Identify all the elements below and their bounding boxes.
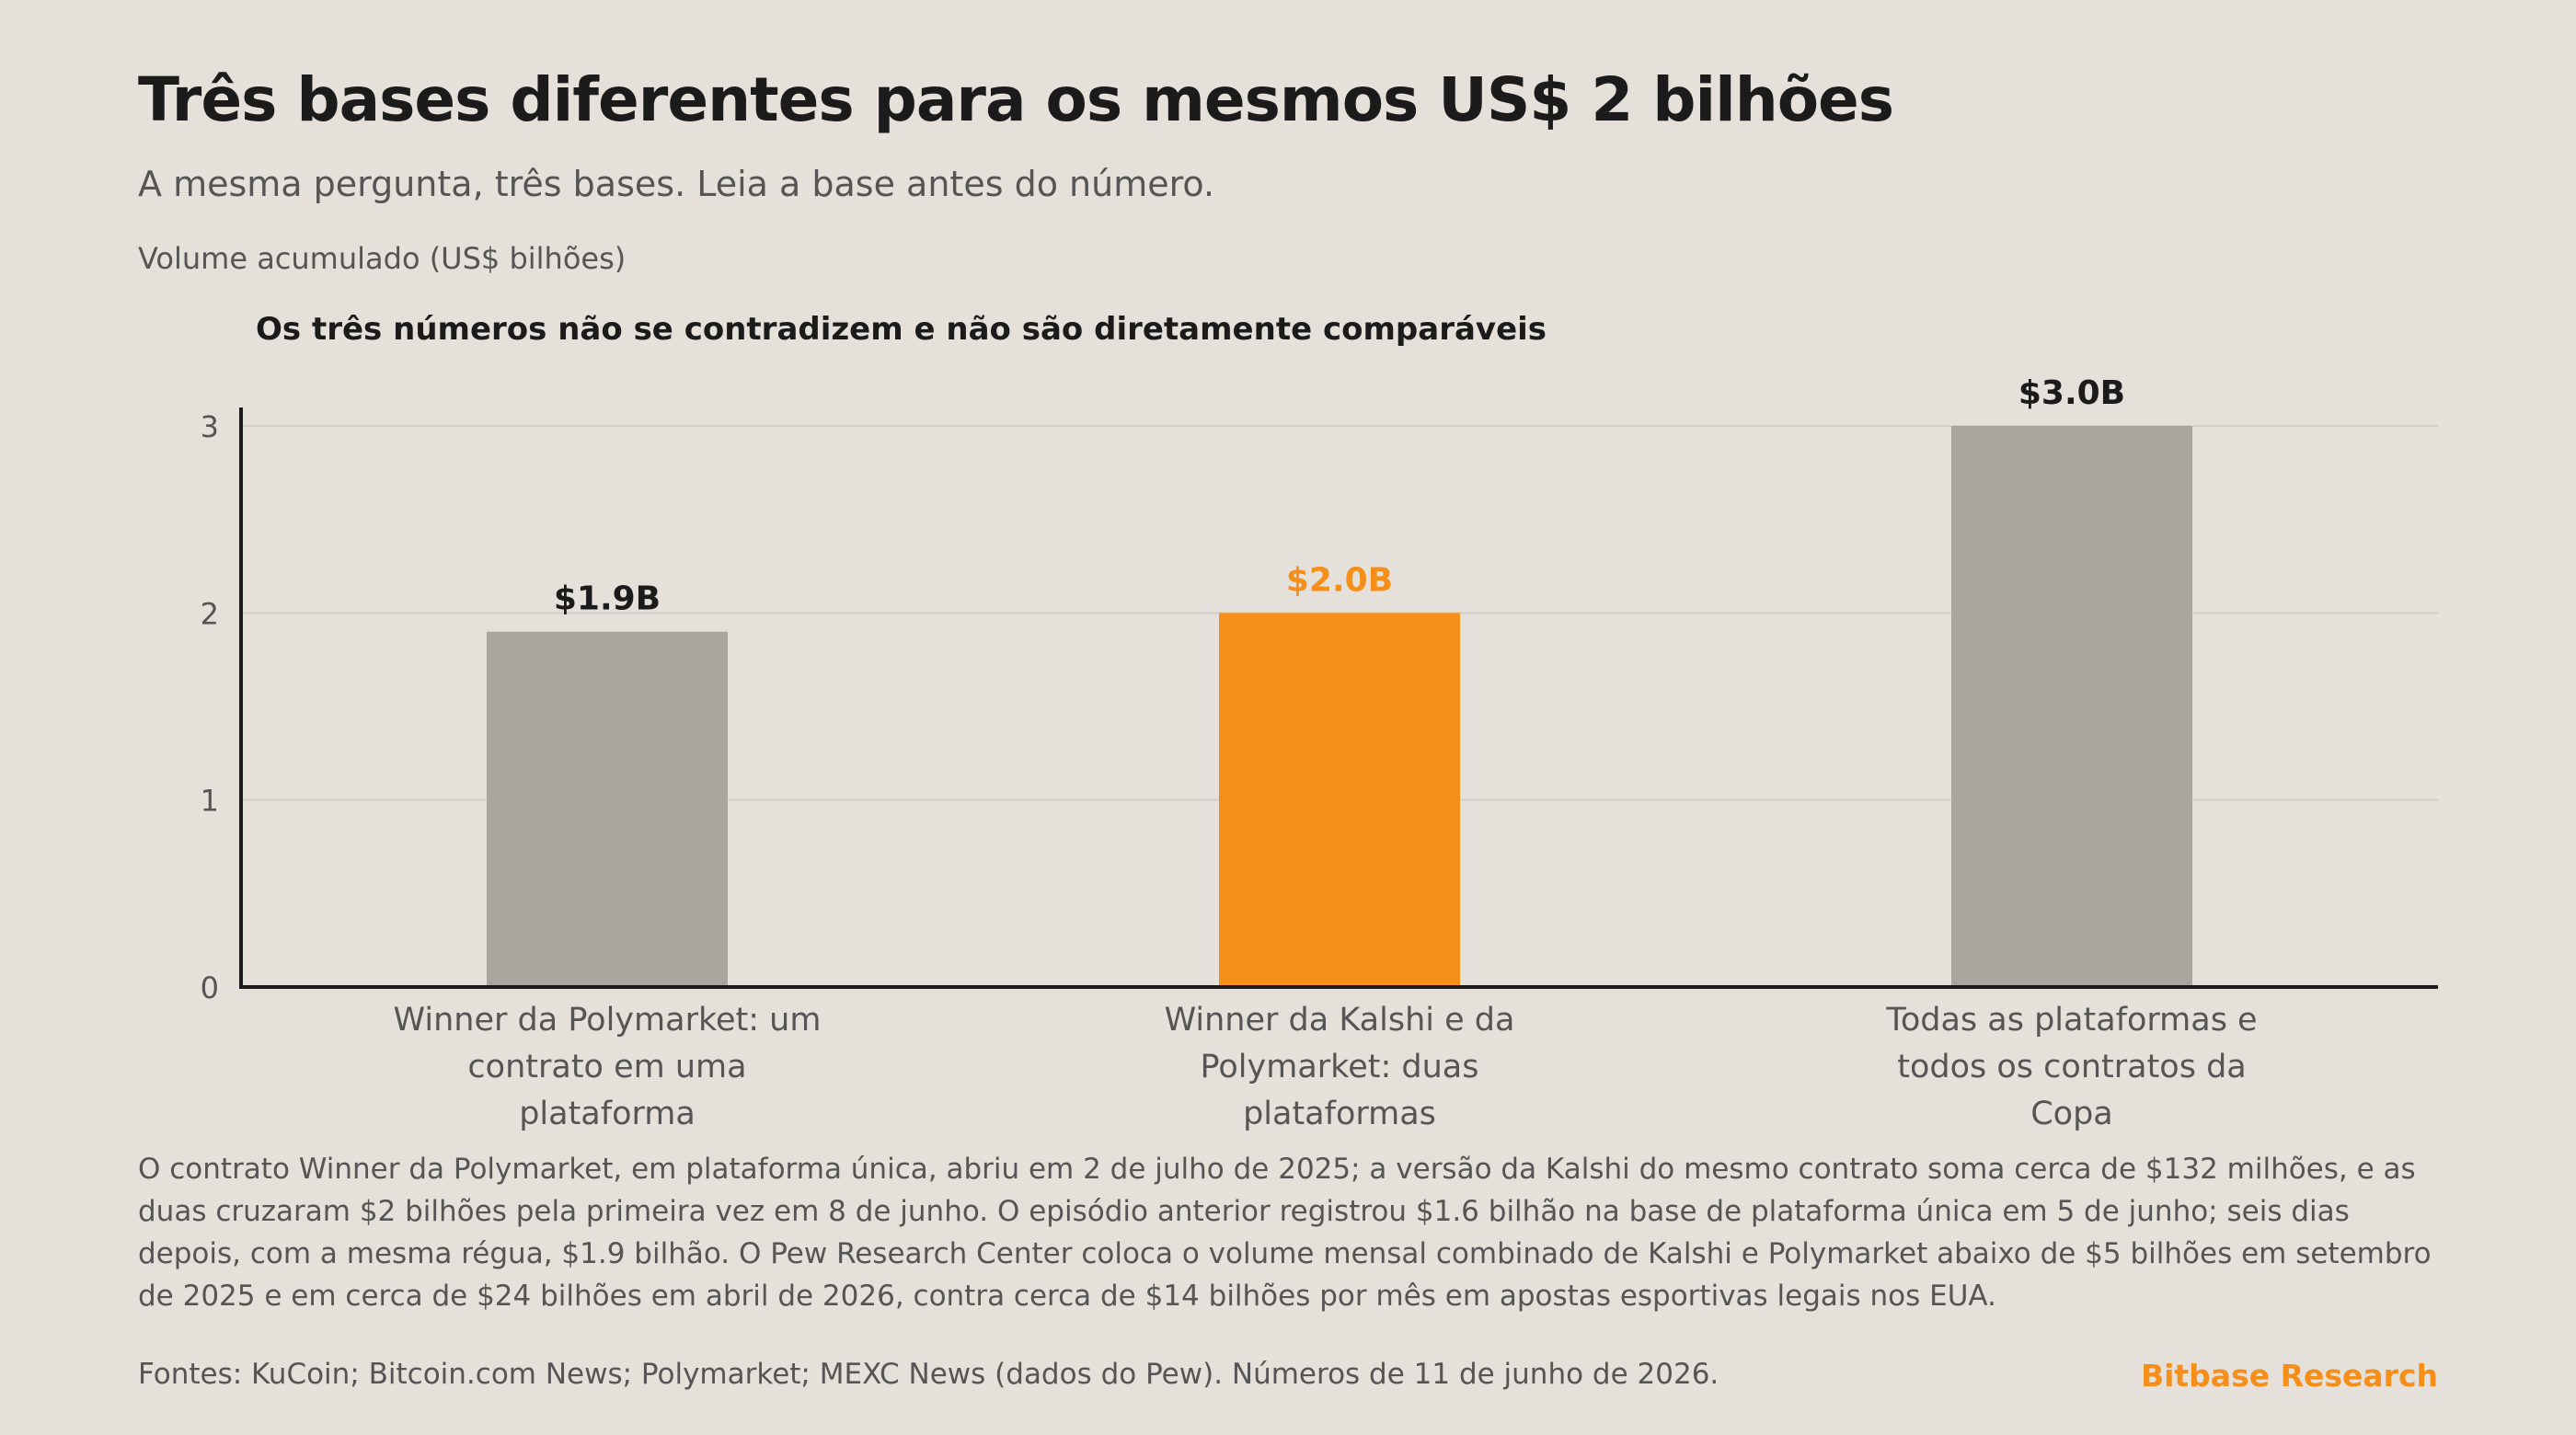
x-tick-label-line: todos os contratos da: [1897, 1049, 2247, 1085]
x-tick-label-line: plataforma: [519, 1096, 696, 1132]
x-tick-label-line: Polymarket: duas: [1200, 1049, 1479, 1085]
data-label-0: $1.9B: [554, 580, 661, 618]
y-tick-label: 1: [201, 784, 219, 819]
x-tick-label-1: Winner da Kalshi e da Polymarket: duas pla…: [1100, 997, 1579, 1138]
x-tick-label-line: Winner da Kalshi e da: [1164, 1002, 1515, 1039]
x-tick-label-line: Copa: [2030, 1096, 2113, 1132]
x-tick-label-line: Winner da Polymarket: um: [393, 1002, 822, 1039]
footnote: O contrato Winner da Polymarket, em plat…: [138, 1153, 2432, 1313]
page-title: Três bases diferentes para os mesmos US$…: [138, 64, 1894, 135]
y-tick-label: 2: [201, 596, 219, 631]
brand-label: Bitbase Research: [2140, 1358, 2438, 1394]
x-tick-label-0: Winner da Polymarket: um contrato em uma p…: [368, 997, 846, 1138]
x-tick-label-line: plataformas: [1243, 1096, 1436, 1132]
data-label-1: $2.0B: [1286, 561, 1393, 599]
bar-2: [1951, 426, 2192, 987]
page-subtitle: A mesma pergunta, três bases. Leia a bas…: [138, 164, 1215, 204]
data-label-2: $3.0B: [2018, 374, 2125, 412]
chart-title: Os três números não se contradizem e não…: [256, 311, 1547, 348]
y-tick-label: 3: [201, 409, 219, 444]
x-tick-label-line: Todas as plataformas e: [1886, 1002, 2258, 1039]
x-tick-label-line: contrato em uma: [467, 1049, 747, 1085]
y-tick-label: 0: [201, 970, 219, 1005]
sources-line: Fontes: KuCoin; Bitcoin.com News; Polyma…: [138, 1358, 1719, 1391]
units-label: Volume acumulado (US$ bilhões): [138, 241, 627, 276]
bar-1: [1219, 613, 1460, 987]
bar-chart: 0 1 2 3 $1.9B $2.0B $3.0B: [201, 374, 2438, 1005]
x-tick-label-2: Todas as plataformas e todos os contratos…: [1833, 997, 2311, 1138]
bar-0: [487, 631, 728, 987]
